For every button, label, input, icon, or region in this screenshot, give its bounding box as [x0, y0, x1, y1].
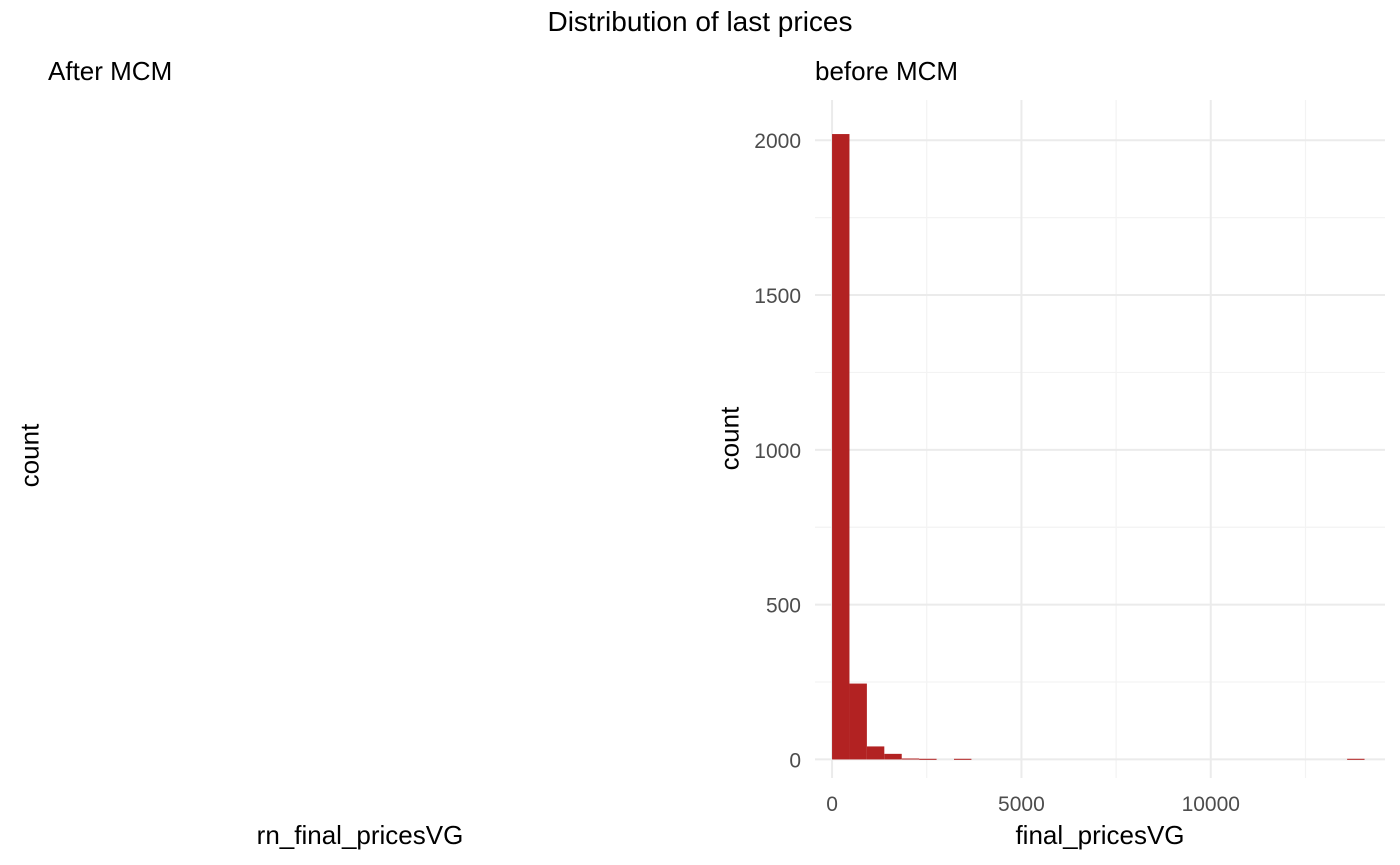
x-tick-label: 5000	[998, 793, 1045, 816]
x-tick-label: 0	[826, 793, 838, 816]
y-tick-label: 1500	[754, 285, 801, 308]
y-tick-label: 500	[766, 595, 801, 618]
histogram-bar	[919, 758, 937, 760]
histogram-bar	[953, 758, 972, 760]
y-tick-label: 2000	[754, 130, 801, 153]
histogram-bar	[849, 683, 867, 760]
y-tick-label: 0	[789, 749, 801, 772]
histogram-bar	[1347, 758, 1365, 760]
right-panel-title: before MCM	[815, 56, 959, 86]
y-tick-label: 1000	[754, 440, 801, 463]
chart-title: Distribution of last prices	[547, 6, 853, 37]
x-tick-label: 10000	[1182, 793, 1240, 816]
histogram-bar	[832, 134, 850, 760]
left-x-axis-label: rn_final_pricesVG	[256, 820, 464, 850]
histogram-bar	[901, 758, 920, 760]
histogram-bar	[884, 753, 902, 760]
left-panel-title: After MCM	[48, 56, 173, 86]
histogram-bar	[866, 746, 885, 760]
right-x-axis-label: final_pricesVG	[1015, 820, 1185, 850]
